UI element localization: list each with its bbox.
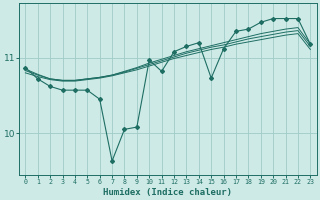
X-axis label: Humidex (Indice chaleur): Humidex (Indice chaleur) [103, 188, 232, 197]
